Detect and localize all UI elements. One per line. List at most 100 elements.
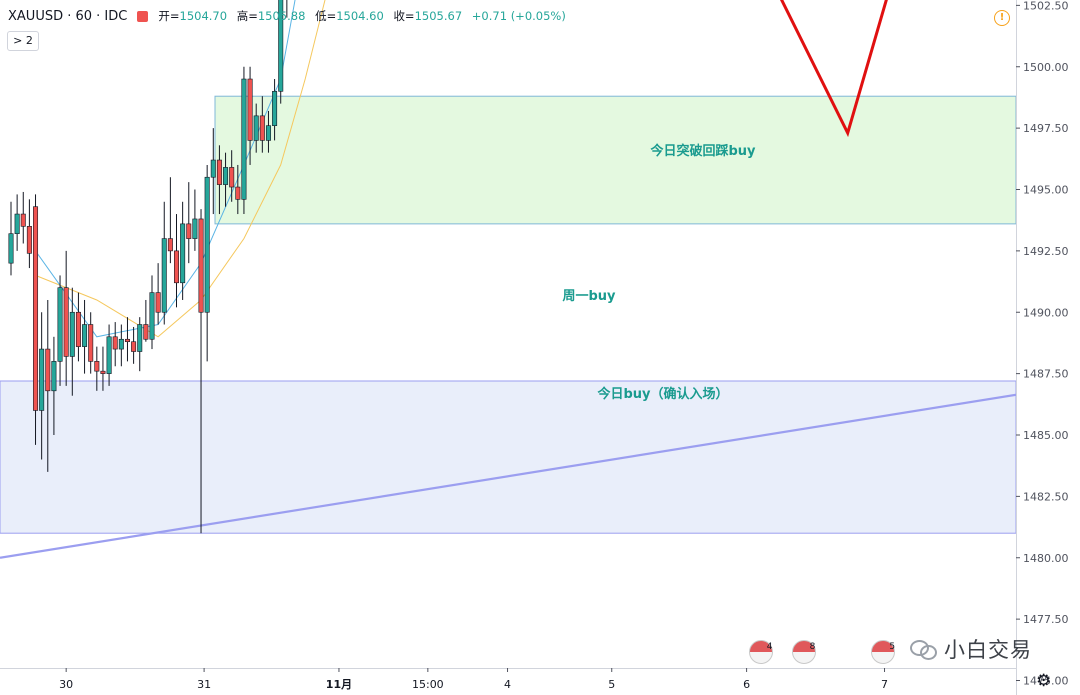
event-count: 8 xyxy=(809,642,816,652)
symbol-label[interactable]: XAUUSD · 60 · IDC xyxy=(8,8,128,24)
ma-fast-line xyxy=(35,0,296,338)
y-tick-label: 1475.00 xyxy=(1023,675,1069,688)
high-value: 1505.88 xyxy=(257,9,306,23)
candle-body xyxy=(192,218,198,239)
candle-1 xyxy=(14,194,20,251)
candle-body xyxy=(20,213,26,227)
candle-body xyxy=(45,348,51,392)
candle-body xyxy=(33,206,39,411)
candle-30 xyxy=(192,189,198,251)
flag-icon[interactable] xyxy=(137,10,149,22)
moving-averages-layer xyxy=(35,0,326,338)
candle-35 xyxy=(223,152,229,207)
candle-body xyxy=(216,159,222,185)
event-count: 5 xyxy=(889,642,896,652)
candle-0 xyxy=(8,201,14,276)
y-tick-label: 1492.50 xyxy=(1023,245,1069,258)
candle-body xyxy=(100,370,106,374)
candle-33 xyxy=(210,128,216,215)
zone-label-2: 今日buy（确认入场） xyxy=(596,386,728,402)
zone-labels-layer: 今日突破回踩buy 周一buy 今日buy（确认入场） xyxy=(562,143,756,402)
candle-body xyxy=(253,115,259,141)
candle-body xyxy=(229,167,235,188)
candle-body xyxy=(118,338,124,350)
price-axis[interactable]: 1527.501525.001522.501520.001517.501515.… xyxy=(1016,0,1080,695)
candle-body xyxy=(155,292,161,313)
candle-body xyxy=(198,218,204,313)
time-axis-bg xyxy=(0,668,1016,695)
candle-34 xyxy=(216,145,222,215)
event-count: 4 xyxy=(766,642,773,652)
candle-body xyxy=(112,336,118,350)
x-tick-label: 6 xyxy=(743,678,750,691)
candle-18 xyxy=(118,324,124,367)
candle-45 xyxy=(286,0,288,18)
candle-body xyxy=(167,238,173,252)
candle-24 xyxy=(155,263,161,325)
candle-body xyxy=(51,361,57,392)
candle-22 xyxy=(143,299,149,342)
candle-body xyxy=(94,361,100,372)
indicator-toggle-button[interactable]: > 2 xyxy=(7,31,39,51)
candle-body xyxy=(63,287,69,357)
x-tick-label: 5 xyxy=(608,678,615,691)
gear-icon[interactable]: ⚙ xyxy=(1036,671,1052,691)
candle-29 xyxy=(186,182,192,264)
candle-21 xyxy=(137,317,143,372)
zone-label-0: 今日突破回踩buy xyxy=(649,143,756,159)
candle-12 xyxy=(82,299,88,374)
high-label: 高= xyxy=(236,9,258,23)
candle-17 xyxy=(112,322,118,367)
candle-42 xyxy=(265,110,271,153)
watermark: 小白交易 xyxy=(910,634,1032,664)
candle-43 xyxy=(272,79,278,141)
candle-body xyxy=(161,238,167,313)
x-tick-label: 11月 xyxy=(326,678,352,691)
candle-body xyxy=(106,336,112,374)
candle-body xyxy=(174,250,180,284)
candle-body xyxy=(210,159,216,178)
y-tick-label: 1482.50 xyxy=(1023,490,1069,503)
candle-9 xyxy=(63,250,69,386)
y-tick-label: 1495.00 xyxy=(1023,184,1069,197)
close-label: 收= xyxy=(393,9,415,23)
candle-body xyxy=(265,125,271,141)
candle-body xyxy=(186,223,192,239)
x-tick-label: 4 xyxy=(504,678,511,691)
candle-body xyxy=(259,115,265,141)
y-tick-label: 1500.00 xyxy=(1023,61,1069,74)
candle-body xyxy=(88,324,94,362)
x-tick-label: 7 xyxy=(881,678,888,691)
candle-body xyxy=(14,213,20,234)
candle-19 xyxy=(124,317,130,362)
candle-7 xyxy=(51,336,57,435)
alert-circle-icon[interactable]: ! xyxy=(994,10,1010,26)
price-axis-bg xyxy=(1016,0,1080,695)
candle-32 xyxy=(204,164,210,362)
candle-body xyxy=(8,233,14,264)
candle-body xyxy=(272,91,278,126)
candle-2 xyxy=(20,191,26,244)
time-axis[interactable]: 30 31 11月 15:00 4 5 6 7 xyxy=(0,668,1016,695)
candle-body xyxy=(223,167,229,185)
low-value: 1504.60 xyxy=(336,9,384,23)
candle-body xyxy=(69,311,75,357)
candle-13 xyxy=(88,312,94,374)
trendline-lower xyxy=(0,383,1080,559)
candle-26 xyxy=(167,177,173,264)
candle-40 xyxy=(253,103,259,153)
ohlc-readout: 开=1504.70 高=1505.88 低=1504.60 收=1505.67 … xyxy=(158,8,565,24)
candle-body xyxy=(204,176,210,313)
us-flag-event-icon[interactable]: 5 xyxy=(871,640,896,664)
candle-body xyxy=(143,324,149,340)
candle-body xyxy=(180,223,186,284)
candle-39 xyxy=(247,66,253,165)
y-tick-label: 1477.50 xyxy=(1023,613,1069,626)
candle-28 xyxy=(180,201,186,300)
us-flag-event-icon[interactable]: 4 xyxy=(748,640,773,664)
candle-37 xyxy=(235,164,241,215)
candle-body xyxy=(124,338,130,343)
us-flag-event-icon[interactable]: 8 xyxy=(791,640,816,664)
close-value: 1505.67 xyxy=(414,9,463,23)
